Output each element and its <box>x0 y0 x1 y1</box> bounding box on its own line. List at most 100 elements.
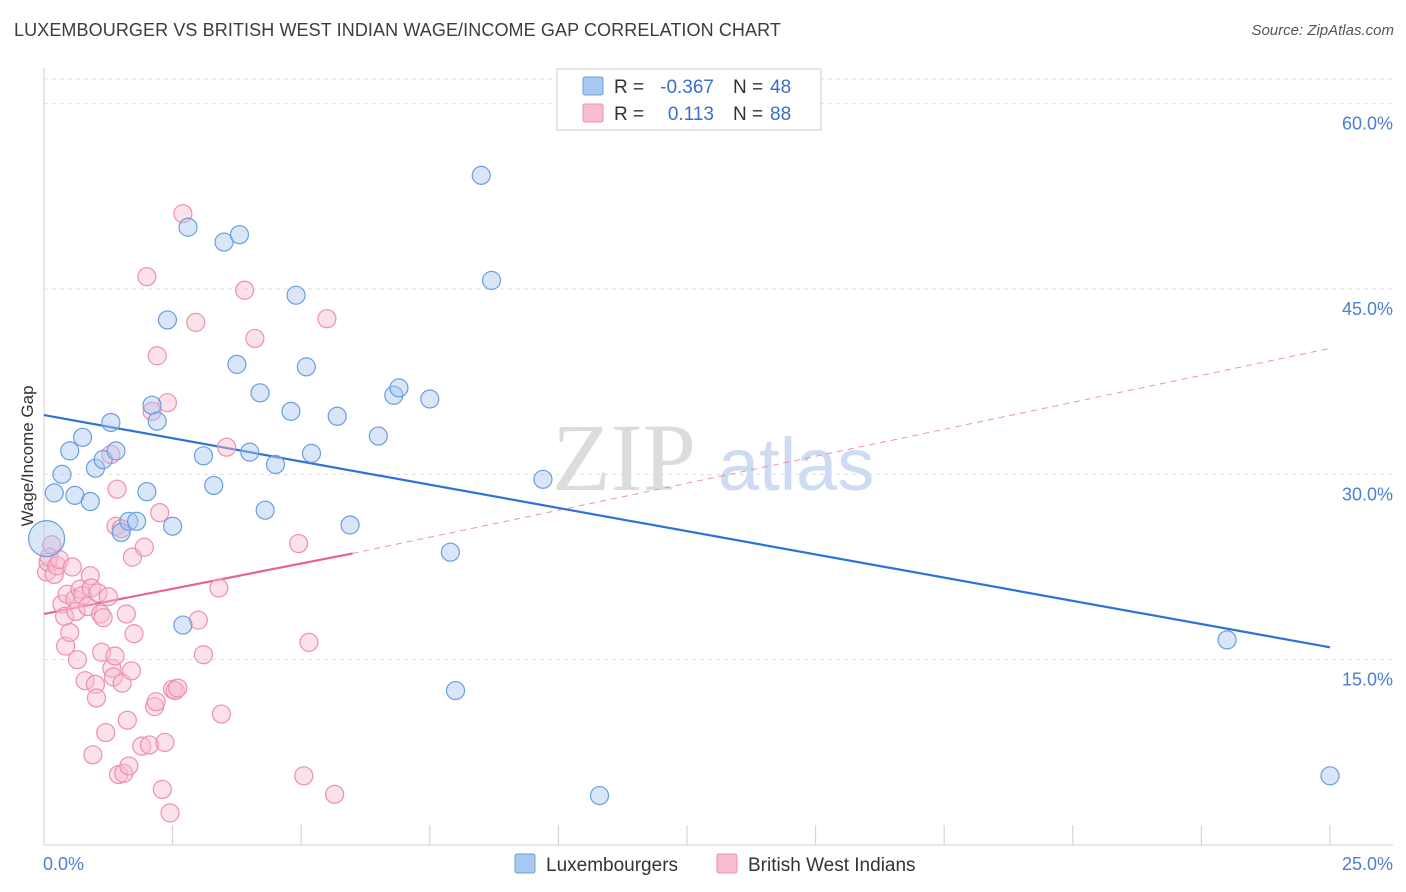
legend-label-luxembourgers: Luxembourgers <box>546 855 678 876</box>
point-luxembourgers <box>240 442 260 462</box>
point-british-west-indians <box>62 557 82 577</box>
point-luxembourgers <box>204 475 224 496</box>
point-british-west-indians <box>188 610 208 630</box>
point-luxembourgers <box>327 406 347 426</box>
point-british-west-indians <box>209 578 229 598</box>
point-luxembourgers <box>137 482 157 502</box>
watermark-zip: ZIP <box>552 404 696 511</box>
point-luxembourgers <box>214 232 234 252</box>
point-luxembourgers <box>1320 766 1340 786</box>
point-british-west-indians <box>211 704 232 724</box>
point-british-west-indians <box>137 267 157 287</box>
point-british-west-indians <box>75 671 95 691</box>
point-british-west-indians <box>186 312 206 332</box>
stats-n-value-2: 88 <box>770 104 791 125</box>
point-british-west-indians <box>81 578 101 598</box>
source-credit: Source: ZipAtlas.com <box>1251 22 1394 39</box>
point-luxembourgers <box>163 516 183 536</box>
data-points <box>27 165 1340 823</box>
point-luxembourgers <box>147 411 167 431</box>
legend-swatch-luxembourgers <box>514 853 536 874</box>
point-british-west-indians <box>117 710 137 730</box>
series-legend: Luxembourgers British West Indians <box>514 853 916 876</box>
point-british-west-indians <box>317 309 337 329</box>
point-luxembourgers <box>52 464 72 484</box>
stats-r-label-2: R = <box>614 104 644 125</box>
point-luxembourgers <box>173 615 193 635</box>
point-british-west-indians <box>157 393 178 413</box>
point-british-west-indians <box>83 745 103 765</box>
point-british-west-indians <box>235 280 255 300</box>
point-luxembourgers <box>340 515 360 535</box>
point-british-west-indians <box>245 328 265 349</box>
point-luxembourgers <box>420 389 440 409</box>
point-british-west-indians <box>155 732 175 753</box>
point-luxembourgers <box>27 519 66 558</box>
x-tick-label-max: 25.0% <box>1342 854 1393 874</box>
stats-legend: R = -0.367 N = 48 R = 0.113 N = 88 <box>556 68 822 131</box>
stats-r-value-1: -0.367 <box>660 77 714 98</box>
point-british-west-indians <box>168 678 188 698</box>
y-axis-title: Wage/Income Gap <box>18 385 37 526</box>
point-british-west-indians <box>294 766 314 786</box>
point-british-west-indians <box>139 735 160 755</box>
x-tick-label-min: 0.0% <box>43 854 84 874</box>
stats-r-value-2: 0.113 <box>668 104 714 125</box>
point-british-west-indians <box>142 401 162 421</box>
point-british-west-indians <box>98 587 118 607</box>
point-british-west-indians <box>42 535 62 555</box>
point-luxembourgers <box>229 225 250 245</box>
point-british-west-indians <box>132 736 152 756</box>
point-british-west-indians <box>36 562 57 582</box>
y-tick-label: 45.0% <box>1342 299 1393 319</box>
point-luxembourgers <box>471 165 491 185</box>
stats-n-label-2: N = <box>733 104 763 125</box>
y-tick-label: 30.0% <box>1342 484 1393 504</box>
legend-swatch-british-west-indians <box>716 853 738 874</box>
point-british-west-indians <box>121 661 142 681</box>
point-british-west-indians <box>146 692 166 712</box>
point-british-west-indians <box>160 803 180 823</box>
point-luxembourgers <box>106 441 126 461</box>
point-luxembourgers <box>72 427 93 447</box>
grid-lines: 15.0% 30.0% 45.0% 60.0% <box>44 78 1393 690</box>
point-luxembourgers <box>265 454 286 475</box>
trend-line-british-west-indians-extension <box>352 347 1331 554</box>
point-british-west-indians <box>107 479 127 499</box>
point-british-west-indians <box>299 632 319 652</box>
point-british-west-indians <box>152 779 172 800</box>
point-british-west-indians <box>93 608 113 628</box>
stats-n-value-1: 48 <box>770 77 791 98</box>
point-luxembourgers <box>126 511 147 531</box>
point-luxembourgers <box>80 491 100 512</box>
point-luxembourgers <box>111 522 131 543</box>
stats-swatch-blue <box>582 76 604 96</box>
point-british-west-indians <box>124 624 144 644</box>
point-luxembourgers <box>193 446 214 466</box>
point-british-west-indians <box>106 516 126 536</box>
legend-label-british-west-indians: British West Indians <box>748 855 916 876</box>
point-luxembourgers <box>481 270 502 290</box>
point-luxembourgers <box>301 443 322 463</box>
point-british-west-indians <box>86 688 107 708</box>
chart-title: LUXEMBOURGER VS BRITISH WEST INDIAN WAGE… <box>14 20 782 40</box>
point-luxembourgers <box>286 285 306 305</box>
stats-swatch-pink <box>582 103 604 123</box>
point-luxembourgers <box>60 441 80 461</box>
point-luxembourgers <box>227 354 247 374</box>
point-british-west-indians <box>325 784 345 804</box>
point-british-west-indians <box>88 583 108 603</box>
point-luxembourgers <box>589 785 610 806</box>
point-luxembourgers <box>533 469 553 489</box>
point-luxembourgers <box>440 542 460 562</box>
point-british-west-indians <box>134 537 154 557</box>
trend-line-british-west-indians <box>43 552 353 616</box>
point-luxembourgers <box>281 401 301 421</box>
point-luxembourgers <box>119 511 139 531</box>
point-luxembourgers <box>142 395 162 415</box>
point-british-west-indians <box>150 503 170 523</box>
point-british-west-indians <box>60 622 80 643</box>
point-british-west-indians <box>147 346 167 366</box>
point-luxembourgers <box>250 383 270 403</box>
